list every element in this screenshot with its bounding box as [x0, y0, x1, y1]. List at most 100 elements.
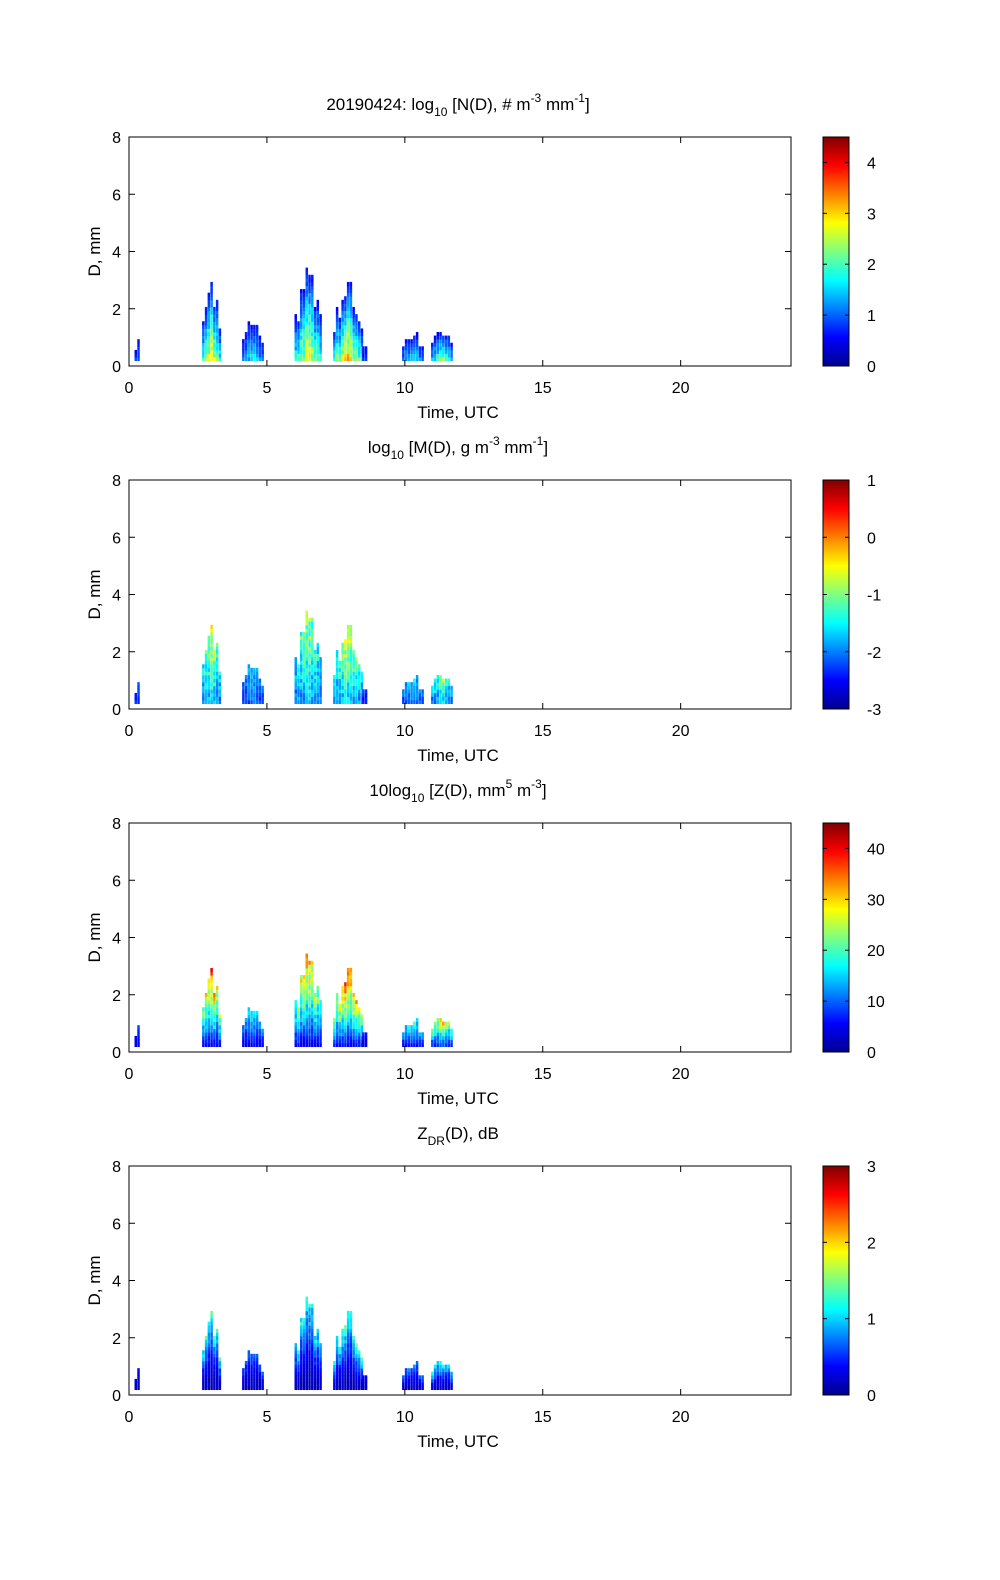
heatmap-cell: [207, 1000, 211, 1005]
heatmap-cell: [442, 1368, 445, 1373]
heatmap-cell: [300, 1328, 303, 1333]
heatmap-cell: [338, 1010, 342, 1015]
heatmap-cell: [242, 1368, 245, 1373]
heatmap-cell: [137, 346, 140, 351]
heatmap-cell: [305, 1361, 309, 1365]
heatmap-cell: [362, 353, 365, 358]
heatmap-cell: [311, 1021, 314, 1026]
heatmap-cell: [316, 996, 320, 1001]
heatmap-cell: [360, 339, 364, 344]
heatmap-cell: [244, 1018, 248, 1022]
heatmap-cell: [213, 1007, 216, 1012]
heatmap-cell: [338, 339, 342, 344]
heatmap-cell: [402, 1375, 405, 1380]
heatmap-cell: [305, 614, 309, 619]
heatmap-cell: [253, 349, 256, 354]
heatmap-cell: [346, 1014, 350, 1019]
heatmap-cell: [207, 1361, 211, 1365]
heatmap-cell: [341, 646, 344, 651]
heatmap-cell: [407, 700, 411, 705]
heatmap-cell: [302, 1335, 306, 1340]
heatmap-cell: [316, 306, 320, 311]
heatmap-cell: [333, 1364, 336, 1369]
heatmap-cell: [204, 1368, 208, 1373]
heatmap-cell: [247, 1353, 251, 1358]
heatmap-cell: [364, 349, 368, 354]
heatmap-cell: [210, 678, 213, 683]
heatmap-cell: [242, 339, 245, 344]
heatmap-cell: [202, 671, 205, 676]
heatmap-cell: [242, 1375, 245, 1380]
heatmap-cell: [352, 1386, 355, 1391]
heatmap-cells: [134, 610, 453, 705]
heatmap-cell: [213, 1039, 216, 1044]
heatmap-cell: [433, 1035, 437, 1040]
heatmap-cell: [431, 349, 434, 354]
heatmap-cell: [360, 1364, 364, 1369]
heatmap-cell: [311, 278, 314, 283]
heatmap-cell: [450, 692, 453, 697]
heatmap-cell: [244, 700, 248, 705]
heatmap-cell: [357, 671, 361, 676]
heatmap-cell: [352, 306, 355, 311]
heatmap-cell: [294, 667, 297, 672]
heatmap-cell: [207, 692, 211, 697]
heatmap-cell: [442, 357, 445, 362]
heatmap-cell: [319, 700, 322, 705]
heatmap-cell: [319, 1014, 322, 1019]
heatmap-cell: [302, 1361, 306, 1365]
heatmap-cell: [439, 685, 442, 690]
heatmap-cell: [210, 642, 213, 647]
heatmap-cell: [433, 692, 437, 697]
heatmap-cell: [442, 349, 445, 354]
heatmap-cell: [308, 357, 311, 362]
heatmap-cell: [215, 349, 219, 354]
heatmap-cell: [352, 1382, 355, 1387]
heatmap-cell: [415, 1364, 419, 1369]
heatmap-cell: [297, 1371, 300, 1376]
heatmap-cell: [207, 1368, 211, 1373]
heatmap-cell: [415, 349, 419, 354]
heatmap-cell: [302, 332, 306, 336]
heatmap-cell: [362, 689, 365, 694]
heatmap-cell: [305, 1043, 309, 1048]
heatmap-cell: [247, 346, 251, 351]
heatmap-cell: [413, 685, 416, 690]
heatmap-cell: [431, 692, 434, 697]
heatmap-cell: [447, 349, 451, 354]
heatmap-cell: [346, 989, 350, 994]
heatmap-cell: [418, 696, 422, 701]
heatmap-cell: [346, 1332, 350, 1337]
heatmap-cell: [134, 1386, 137, 1391]
heatmap-cell: [415, 689, 419, 694]
heatmap-cell: [338, 660, 342, 665]
heatmap-cell: [319, 1378, 322, 1383]
heatmap-cell: [450, 1386, 453, 1391]
heatmap-cell: [316, 314, 320, 319]
heatmap-cell: [213, 1353, 216, 1358]
heatmap-cell: [215, 1350, 219, 1355]
heatmap-cell: [413, 1368, 416, 1373]
heatmap-cell: [308, 971, 311, 976]
heatmap-cell: [402, 700, 405, 705]
heatmap-cell: [344, 642, 347, 647]
heatmap-cell: [364, 1375, 368, 1380]
heatmap-cell: [215, 1032, 219, 1037]
heatmap-cell: [207, 985, 211, 990]
heatmap-cell: [444, 1382, 448, 1387]
heatmap-cell: [300, 1003, 303, 1008]
heatmap-cell: [294, 678, 297, 683]
heatmap-cell: [341, 339, 344, 344]
heatmap-cell: [218, 349, 222, 354]
heatmap-cell: [305, 353, 309, 358]
heatmap-cell: [210, 682, 213, 687]
heatmap-cell: [311, 1014, 314, 1019]
heatmap-cell: [242, 1039, 245, 1044]
heatmap-cell: [319, 332, 322, 336]
heatmap-cell: [202, 667, 205, 672]
heatmap-cell: [305, 632, 309, 637]
heatmap-cell: [202, 1361, 205, 1365]
heatmap-cell: [341, 1371, 344, 1376]
heatmap-cell: [415, 1368, 419, 1373]
heatmap-cell: [204, 342, 208, 347]
